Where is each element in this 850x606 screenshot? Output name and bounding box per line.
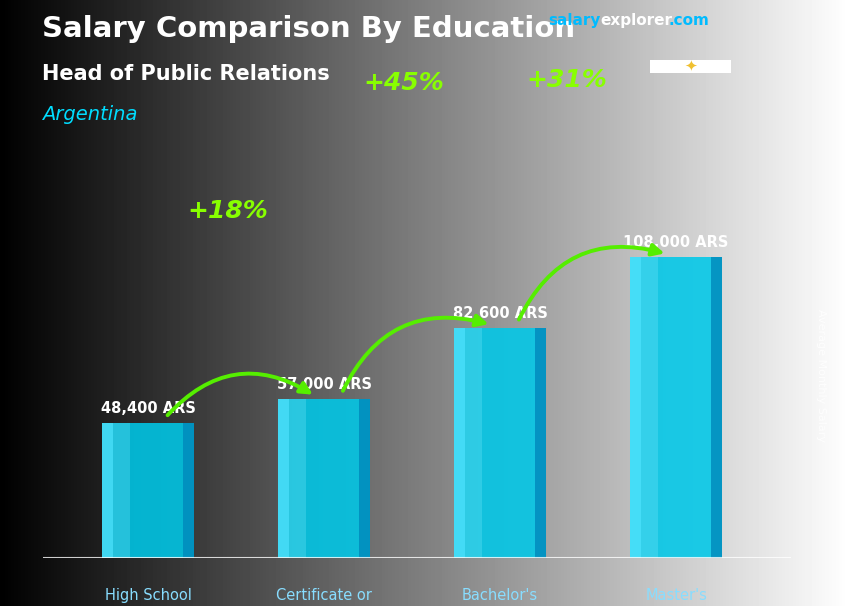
Text: 82,600 ARS: 82,600 ARS	[453, 305, 547, 321]
Bar	[711, 257, 722, 558]
Bar	[102, 423, 194, 558]
Text: Master's
Degree: Master's Degree	[645, 588, 707, 606]
Bar	[113, 423, 130, 558]
Text: ✦: ✦	[684, 59, 697, 74]
Bar	[183, 423, 194, 558]
Text: 48,400 ARS: 48,400 ARS	[100, 401, 196, 416]
Text: High School: High School	[105, 588, 191, 602]
Bar	[102, 423, 113, 558]
Bar	[631, 257, 722, 558]
Text: .com: .com	[668, 13, 709, 28]
Text: +45%: +45%	[363, 72, 444, 95]
Text: Argentina: Argentina	[42, 105, 138, 124]
Text: 108,000 ARS: 108,000 ARS	[623, 235, 728, 250]
Bar	[455, 328, 465, 558]
Text: salary: salary	[548, 13, 601, 28]
Bar	[289, 399, 306, 558]
Text: Salary Comparison By Education: Salary Comparison By Education	[42, 15, 575, 43]
Text: Certificate or
Diploma: Certificate or Diploma	[276, 588, 372, 606]
Bar	[359, 399, 370, 558]
Bar	[631, 257, 641, 558]
Bar	[278, 399, 289, 558]
Bar	[650, 59, 731, 73]
Text: 57,000 ARS: 57,000 ARS	[276, 377, 371, 392]
Bar	[535, 328, 546, 558]
Bar	[465, 328, 482, 558]
Text: Average Monthly Salary: Average Monthly Salary	[816, 309, 826, 442]
Bar	[641, 257, 658, 558]
Text: Head of Public Relations: Head of Public Relations	[42, 64, 331, 84]
Text: +18%: +18%	[187, 199, 268, 223]
Bar	[455, 328, 546, 558]
Text: Bachelor's
Degree: Bachelor's Degree	[462, 588, 538, 606]
Bar	[278, 399, 370, 558]
Text: explorer: explorer	[600, 13, 672, 28]
Text: +31%: +31%	[527, 68, 608, 92]
